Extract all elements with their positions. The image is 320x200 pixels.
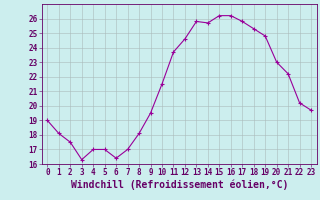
X-axis label: Windchill (Refroidissement éolien,°C): Windchill (Refroidissement éolien,°C) — [70, 180, 288, 190]
